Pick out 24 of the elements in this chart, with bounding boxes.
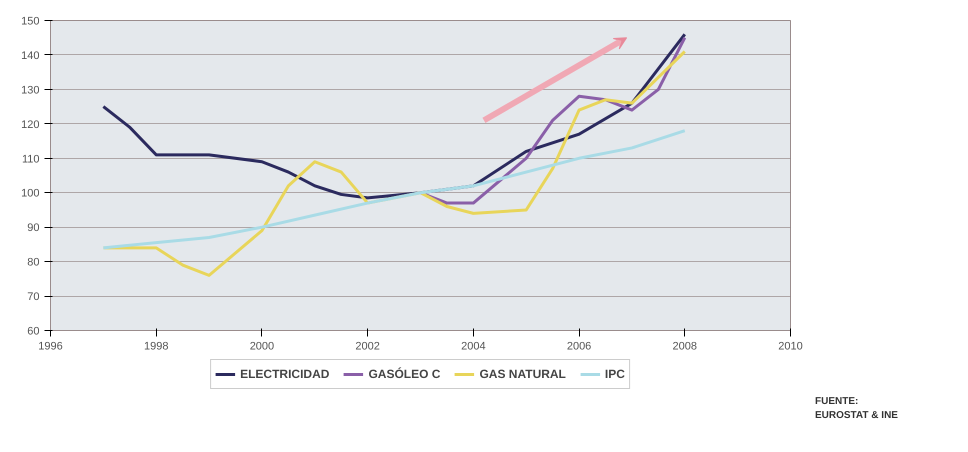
legend-label: ELECTRICIDAD xyxy=(240,367,330,381)
line-series xyxy=(102,129,686,250)
source-note: FUENTE: EUROSTAT & INE xyxy=(815,395,898,424)
x-tick-label: 2002 xyxy=(355,340,380,352)
x-tick-label: 2008 xyxy=(672,340,698,352)
y-tick-label: 60 xyxy=(27,326,40,338)
y-tick-label: 90 xyxy=(27,222,40,234)
y-tick-label: 140 xyxy=(21,50,40,62)
legend-label: IPC xyxy=(604,367,625,381)
legend-label: GASÓLEO C xyxy=(368,367,440,381)
y-tick-label: 130 xyxy=(21,84,40,96)
legend-label: GAS NATURAL xyxy=(479,367,566,381)
y-tick-label: 120 xyxy=(21,118,40,131)
x-tick-label: 1998 xyxy=(144,340,168,352)
x-tick-label: 2000 xyxy=(250,340,274,352)
x-tick-label: 2004 xyxy=(461,340,486,352)
y-tick-label: 70 xyxy=(27,291,40,304)
y-tick-label: 150 xyxy=(21,16,40,28)
y-tick-label: 80 xyxy=(27,256,40,269)
x-tick-label: 2010 xyxy=(778,340,803,352)
y-tick-label: 100 xyxy=(21,188,40,200)
y-tick-label: 110 xyxy=(22,153,40,166)
x-tick-label: 2006 xyxy=(566,340,592,352)
x-tick-label: 1996 xyxy=(38,340,63,352)
